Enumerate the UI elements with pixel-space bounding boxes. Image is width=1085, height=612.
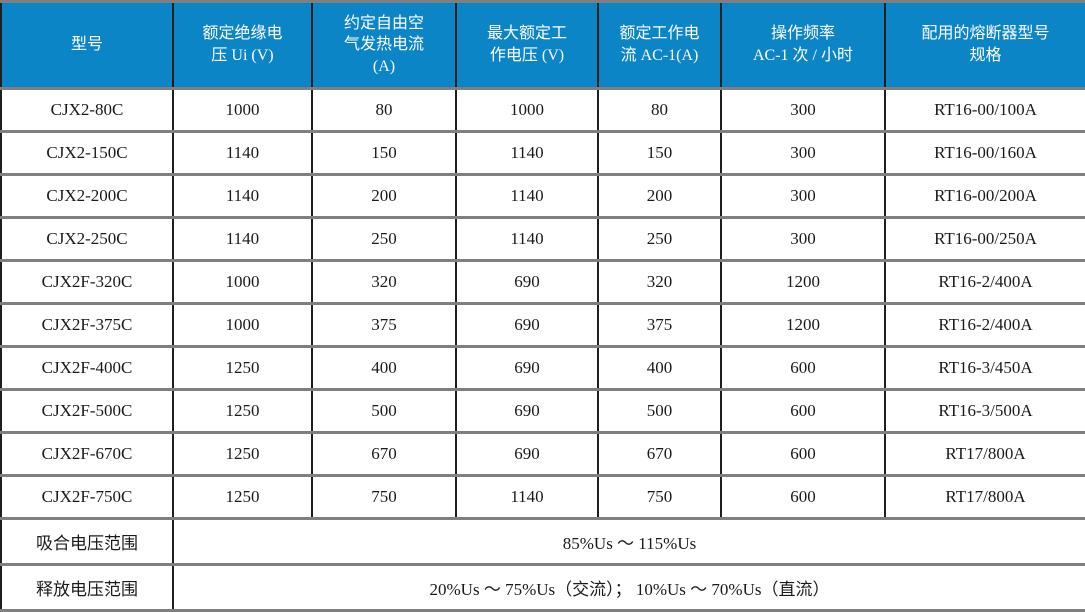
footer-row: 释放电压范围 20%Us ～ 75%Us（交流）； 10%Us ～ 70%Us（直… bbox=[0, 563, 1085, 612]
value-cell: 1140 bbox=[455, 130, 599, 176]
value-cell: 320 bbox=[311, 259, 457, 305]
value-cell: 1000 bbox=[172, 302, 313, 348]
value-cell: RT16-00/160A bbox=[884, 130, 1085, 176]
value-cell: 300 bbox=[720, 216, 886, 262]
value-cell: 1140 bbox=[455, 216, 599, 262]
value-cell: 690 bbox=[455, 388, 599, 434]
value-cell: 600 bbox=[720, 345, 886, 391]
table-row: CJX2-150C 1140 150 1140 150 300 RT16-00/160A bbox=[0, 130, 1085, 176]
model-cell: CJX2F-500C bbox=[0, 388, 174, 434]
footer-label: 释放电压范围 bbox=[0, 563, 174, 612]
value-cell: 80 bbox=[597, 87, 722, 133]
column-header: 型号 bbox=[0, 0, 174, 90]
value-cell: 400 bbox=[311, 345, 457, 391]
table-row: CJX2F-320C 1000 320 690 320 1200 RT16-2/400A bbox=[0, 259, 1085, 305]
model-cell: CJX2F-750C bbox=[0, 474, 174, 520]
value-cell: RT16-3/500A bbox=[884, 388, 1085, 434]
value-cell: RT16-2/400A bbox=[884, 259, 1085, 305]
model-cell: CJX2-80C bbox=[0, 87, 174, 133]
value-cell: 1000 bbox=[455, 87, 599, 133]
value-cell: 690 bbox=[455, 431, 599, 477]
value-cell: 300 bbox=[720, 130, 886, 176]
footer-row: 吸合电压范围 85%Us ～ 115%Us bbox=[0, 517, 1085, 566]
value-cell: RT16-00/250A bbox=[884, 216, 1085, 262]
value-cell: 150 bbox=[597, 130, 722, 176]
column-header: 操作频率 AC-1 次 / 小时 bbox=[720, 0, 886, 90]
footer-value: 85%Us ～ 115%Us bbox=[172, 517, 1085, 566]
table-head: 型号 额定绝缘电 压 Ui (V) 约定自由空 气发热电流 (A) 最大额定工 作电压… bbox=[0, 0, 1085, 90]
value-cell: 1250 bbox=[172, 474, 313, 520]
value-cell: 1000 bbox=[172, 87, 313, 133]
value-cell: RT16-00/100A bbox=[884, 87, 1085, 133]
footer-label: 吸合电压范围 bbox=[0, 517, 174, 566]
value-cell: RT16-2/400A bbox=[884, 302, 1085, 348]
value-cell: 750 bbox=[311, 474, 457, 520]
value-cell: 80 bbox=[311, 87, 457, 133]
value-cell: 1140 bbox=[172, 216, 313, 262]
header-row: 型号 额定绝缘电 压 Ui (V) 约定自由空 气发热电流 (A) 最大额定工 作电压… bbox=[0, 0, 1085, 90]
value-cell: 375 bbox=[311, 302, 457, 348]
table-row: CJX2F-500C 1250 500 690 500 600 RT16-3/500A bbox=[0, 388, 1085, 434]
value-cell: RT16-3/450A bbox=[884, 345, 1085, 391]
value-cell: 1140 bbox=[455, 173, 599, 219]
value-cell: 1140 bbox=[455, 474, 599, 520]
model-cell: CJX2F-375C bbox=[0, 302, 174, 348]
value-cell: 200 bbox=[597, 173, 722, 219]
model-cell: CJX2-200C bbox=[0, 173, 174, 219]
value-cell: 1250 bbox=[172, 388, 313, 434]
table-row: CJX2F-750C 1250 750 1140 750 600 RT17/800A bbox=[0, 474, 1085, 520]
column-header: 配用的熔断器型号 规格 bbox=[884, 0, 1085, 90]
value-cell: 670 bbox=[597, 431, 722, 477]
column-header: 额定绝缘电 压 Ui (V) bbox=[172, 0, 313, 90]
value-cell: 1250 bbox=[172, 345, 313, 391]
value-cell: 1000 bbox=[172, 259, 313, 305]
model-cell: CJX2-150C bbox=[0, 130, 174, 176]
table-row: CJX2F-375C 1000 375 690 375 1200 RT16-2/400A bbox=[0, 302, 1085, 348]
value-cell: 1140 bbox=[172, 130, 313, 176]
table-row: CJX2-250C 1140 250 1140 250 300 RT16-00/250A bbox=[0, 216, 1085, 262]
value-cell: 1200 bbox=[720, 259, 886, 305]
value-cell: 600 bbox=[720, 474, 886, 520]
value-cell: 690 bbox=[455, 345, 599, 391]
value-cell: RT17/800A bbox=[884, 431, 1085, 477]
table-row: CJX2-200C 1140 200 1140 200 300 RT16-00/200A bbox=[0, 173, 1085, 219]
value-cell: 250 bbox=[597, 216, 722, 262]
value-cell: 320 bbox=[597, 259, 722, 305]
value-cell: 690 bbox=[455, 259, 599, 305]
value-cell: RT17/800A bbox=[884, 474, 1085, 520]
value-cell: 500 bbox=[597, 388, 722, 434]
footer-value: 20%Us ～ 75%Us（交流）； 10%Us ～ 70%Us（直流） bbox=[172, 563, 1085, 612]
value-cell: 1140 bbox=[172, 173, 313, 219]
value-cell: 750 bbox=[597, 474, 722, 520]
value-cell: 500 bbox=[311, 388, 457, 434]
value-cell: 600 bbox=[720, 388, 886, 434]
table-row: CJX2-80C 1000 80 1000 80 300 RT16-00/100A bbox=[0, 87, 1085, 133]
value-cell: 1250 bbox=[172, 431, 313, 477]
model-cell: CJX2F-400C bbox=[0, 345, 174, 391]
value-cell: 690 bbox=[455, 302, 599, 348]
value-cell: 150 bbox=[311, 130, 457, 176]
value-cell: 300 bbox=[720, 173, 886, 219]
model-cell: CJX2F-320C bbox=[0, 259, 174, 305]
value-cell: 400 bbox=[597, 345, 722, 391]
value-cell: 600 bbox=[720, 431, 886, 477]
value-cell: RT16-00/200A bbox=[884, 173, 1085, 219]
column-header: 最大额定工 作电压 (V) bbox=[455, 0, 599, 90]
model-cell: CJX2F-670C bbox=[0, 431, 174, 477]
column-header: 额定工作电 流 AC-1(A) bbox=[597, 0, 722, 90]
value-cell: 375 bbox=[597, 302, 722, 348]
value-cell: 200 bbox=[311, 173, 457, 219]
value-cell: 1200 bbox=[720, 302, 886, 348]
table-row: CJX2F-670C 1250 670 690 670 600 RT17/800A bbox=[0, 431, 1085, 477]
column-header: 约定自由空 气发热电流 (A) bbox=[311, 0, 457, 90]
value-cell: 300 bbox=[720, 87, 886, 133]
value-cell: 670 bbox=[311, 431, 457, 477]
value-cell: 250 bbox=[311, 216, 457, 262]
table-body: CJX2-80C 1000 80 1000 80 300 RT16-00/100A CJX2-… bbox=[0, 87, 1085, 612]
model-cell: CJX2-250C bbox=[0, 216, 174, 262]
table-row: CJX2F-400C 1250 400 690 400 600 RT16-3/450A bbox=[0, 345, 1085, 391]
